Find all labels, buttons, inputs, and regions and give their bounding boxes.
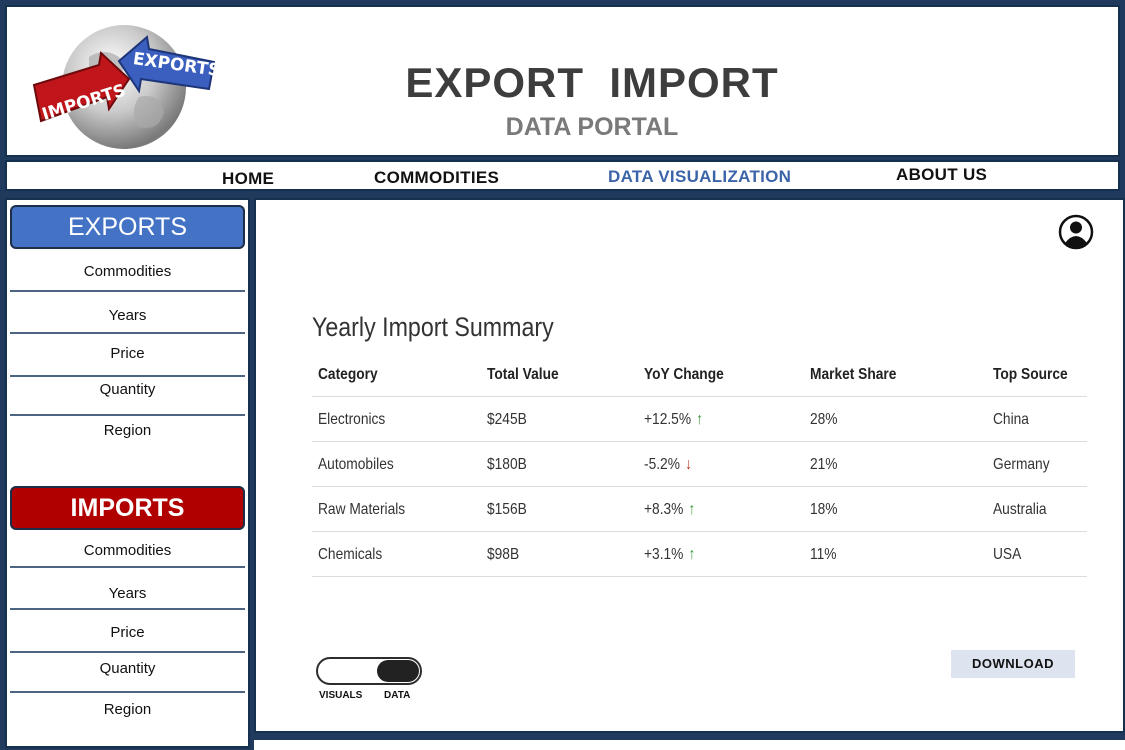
globe-logo-icon: IMPORTS EXPORTS <box>32 25 219 149</box>
yoy-value: -5.2% <box>644 456 680 473</box>
divider <box>10 414 245 416</box>
cell-category: Automobiles <box>318 456 394 473</box>
cell-yoy-change: +8.3% ↑ <box>644 487 695 532</box>
cell-total-value: $180B <box>487 456 527 473</box>
cell-market-share: 11% <box>810 546 837 563</box>
column-header-yoy-change: YoY Change <box>644 366 724 383</box>
top-nav: HOME COMMODITIES DATA VISUALIZATION ABOU… <box>5 160 1120 191</box>
exports-price-link[interactable]: Price <box>110 345 145 362</box>
cell-total-value: $156B <box>487 501 527 518</box>
arrow-down-icon: ↓ <box>685 456 692 473</box>
arrow-up-icon: ↑ <box>696 411 704 428</box>
toggle-label-visuals: VISUALS <box>319 690 363 701</box>
exports-years-link[interactable]: Years <box>108 307 147 324</box>
imports-years-link[interactable]: Years <box>108 585 147 602</box>
table-row: Raw Materials $156B +8.3% ↑ 18% Australia <box>312 487 1087 532</box>
cell-top-source: Germany <box>993 456 1050 473</box>
main-panel: Yearly Import Summary Category Total Val… <box>254 198 1125 733</box>
imports-button[interactable]: IMPORTS <box>10 486 245 530</box>
imports-price-link[interactable]: Price <box>110 624 145 641</box>
cell-total-value: $245B <box>487 411 527 428</box>
toggle-label-data: DATA <box>384 690 411 701</box>
exports-region-link[interactable]: Region <box>103 422 152 439</box>
divider <box>10 608 245 610</box>
table-row: Electronics $245B +12.5% ↑ 28% China <box>312 397 1087 442</box>
imports-region-link[interactable]: Region <box>103 701 152 718</box>
divider <box>10 691 245 693</box>
cell-top-source: China <box>993 411 1029 428</box>
yoy-value: +8.3% <box>644 501 684 518</box>
nav-commodities[interactable]: COMMODITIES <box>374 168 500 187</box>
column-header-category: Category <box>318 366 378 383</box>
header: IMPORTS EXPORTS EXPORT IMPORT DATA PORTA… <box>5 5 1120 157</box>
yoy-value: +3.1% <box>644 546 684 563</box>
exports-button[interactable]: EXPORTS <box>10 205 245 249</box>
cell-top-source: Australia <box>993 501 1047 518</box>
page-subtitle: DATA PORTAL <box>505 113 679 141</box>
cell-market-share: 28% <box>810 411 838 428</box>
imports-commodities-link[interactable]: Commodities <box>83 542 172 559</box>
toggle-knob[interactable] <box>377 660 419 682</box>
column-header-total-value: Total Value <box>487 366 559 383</box>
table-row: Chemicals $98B +3.1% ↑ 11% USA <box>312 532 1087 577</box>
visuals-data-toggle[interactable] <box>316 657 422 685</box>
table-title: Yearly Import Summary <box>312 312 554 342</box>
page-title: EXPORT IMPORT <box>405 59 779 106</box>
nav-about-us[interactable]: ABOUT US <box>896 165 988 184</box>
import-summary-table: Category Total Value YoY Change Market S… <box>312 352 1087 577</box>
imports-quantity-link[interactable]: Quantity <box>99 660 156 677</box>
table-row: Automobiles $180B -5.2% ↓ 21% Germany <box>312 442 1087 487</box>
cell-yoy-change: +12.5% ↑ <box>644 397 703 442</box>
download-button[interactable]: DOWNLOAD <box>951 650 1075 678</box>
cell-yoy-change: -5.2% ↓ <box>644 442 692 487</box>
nav-home[interactable]: HOME <box>222 169 275 188</box>
divider <box>10 566 245 568</box>
column-header-top-source: Top Source <box>993 366 1068 383</box>
divider <box>10 651 245 653</box>
arrow-up-icon: ↑ <box>688 501 696 518</box>
yoy-value: +12.5% <box>644 411 692 428</box>
bottom-strip <box>254 740 1125 750</box>
nav-data-visualization[interactable]: DATA VISUALIZATION <box>608 167 792 186</box>
cell-category: Electronics <box>318 411 386 428</box>
cell-top-source: USA <box>993 546 1022 563</box>
sidebar: EXPORTS Commodities Years Price Quantity… <box>5 198 250 748</box>
cell-category: Raw Materials <box>318 501 406 518</box>
cell-category: Chemicals <box>318 546 383 563</box>
user-circle-icon[interactable] <box>1058 214 1094 250</box>
divider <box>10 332 245 334</box>
cell-yoy-change: +3.1% ↑ <box>644 532 695 577</box>
cell-market-share: 18% <box>810 501 838 518</box>
divider <box>10 290 245 292</box>
arrow-up-icon: ↑ <box>688 546 696 563</box>
table-header-row: Category Total Value YoY Change Market S… <box>312 352 1087 397</box>
exports-quantity-link[interactable]: Quantity <box>99 381 156 398</box>
cell-total-value: $98B <box>487 546 520 563</box>
exports-commodities-link[interactable]: Commodities <box>83 263 172 280</box>
cell-market-share: 21% <box>810 456 838 473</box>
divider <box>10 375 245 377</box>
column-header-market-share: Market Share <box>810 366 897 383</box>
